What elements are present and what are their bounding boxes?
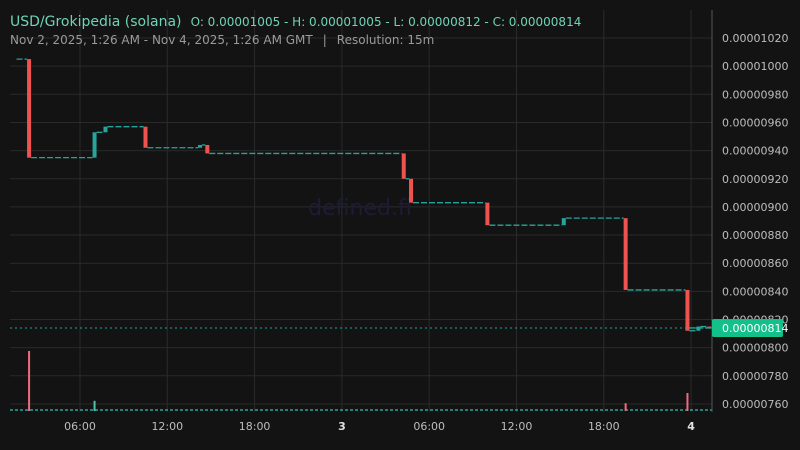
price-tick: 0.00000860 [722,257,788,270]
chart-legend: USD/Grokipedia (solana) O: 0.00001005 - … [10,11,581,30]
candlestick-series [16,58,712,332]
separator: | [322,33,327,47]
symbol-title: USD/Grokipedia (solana) [10,14,182,30]
time-tick: 12:00 [151,420,183,433]
time-tick: 06:00 [64,420,96,433]
price-tick: 0.00000760 [722,398,788,411]
time-tick: 18:00 [588,420,620,433]
volume-bars [10,351,712,411]
grid-lines [10,10,712,412]
price-tick: 0.00000880 [722,229,788,242]
price-tick: 0.00000840 [722,285,788,298]
ohlc-values: O: 0.00001005 - H: 0.00001005 - L: 0.000… [190,15,582,29]
date-range: Nov 2, 2025, 1:26 AM - Nov 4, 2025, 1:26… [10,33,313,47]
chart-subtitle: Nov 2, 2025, 1:26 AM - Nov 4, 2025, 1:26… [10,33,434,47]
price-tick: 0.00000940 [722,145,788,158]
time-axis[interactable]: 06:00 12:00 18:00 3 06:00 12:00 18:00 4 [64,420,695,433]
resolution-label: Resolution: 15m [336,33,435,47]
svg-text:0.00000814: 0.00000814 [722,322,788,335]
time-tick: 4 [687,420,695,433]
time-tick: 18:00 [239,420,271,433]
time-tick: 12:00 [501,420,533,433]
price-tick: 0.00000960 [722,116,788,129]
watermark: defined.fi [308,196,412,221]
price-tick: 0.00000780 [722,370,788,383]
price-tick: 0.00000920 [722,173,788,186]
price-tick: 0.00000980 [722,88,788,101]
price-axis[interactable]: 0.00001020 0.00001000 0.00000980 0.00000960… [722,32,788,411]
svg-text:defined.fi: defined.fi [308,196,412,221]
price-tick: 0.00000800 [722,342,788,355]
last-price-label: 0.00000814 [712,319,788,337]
price-tick: 0.00001000 [722,60,788,73]
price-tick: 0.00001020 [722,32,788,45]
time-tick: 3 [338,420,346,433]
time-tick: 06:00 [413,420,445,433]
price-tick: 0.00000900 [722,201,788,214]
